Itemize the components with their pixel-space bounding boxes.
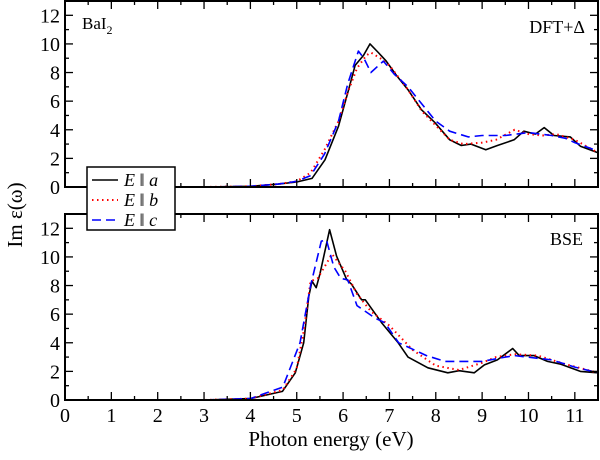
series-line-a <box>65 43 599 188</box>
legend-label-b: E ‖ b <box>123 190 158 210</box>
series-line-c <box>65 239 599 401</box>
legend: E ‖ aE ‖ bE ‖ c <box>86 166 176 231</box>
y-axis-label: Im ε(ω) <box>3 182 27 247</box>
panel-label-top: DFT+Δ <box>529 17 585 37</box>
legend-label-c: E ‖ c <box>123 210 157 230</box>
y-tick-label: 10 <box>40 34 60 56</box>
y-tick-label: 2 <box>50 361 60 383</box>
series-line-b <box>65 253 599 401</box>
x-tick-label: 1 <box>106 405 116 427</box>
legend-label-a: E ‖ a <box>123 170 158 190</box>
x-tick-label: 2 <box>153 405 163 427</box>
x-tick-label: 4 <box>245 405 255 427</box>
y-tick-label: 6 <box>50 304 60 326</box>
x-tick-label: 9 <box>477 405 487 427</box>
x-tick-label: 11 <box>565 405 584 427</box>
y-tick-label: 4 <box>50 333 60 355</box>
y-tick-label: 2 <box>50 148 60 170</box>
y-tick-label: 4 <box>50 120 60 142</box>
plot-frame <box>64 213 599 401</box>
panel-label-bottom: BSE <box>550 229 583 249</box>
panel-top: 0 2 4 6 8 10 12 <box>40 0 599 199</box>
y-tick-label: 10 <box>40 247 60 269</box>
y-tick-label: 8 <box>50 276 60 298</box>
material-label: BaI2 <box>82 14 113 37</box>
y-tick-label: 8 <box>50 63 60 85</box>
y-tick-label: 12 <box>40 5 60 27</box>
x-tick-label: 0 <box>60 405 70 427</box>
legend-box <box>86 166 176 231</box>
x-tick-label: 6 <box>338 405 348 427</box>
x-tick-label: 7 <box>384 405 394 427</box>
x-axis-label: Photon energy (eV) <box>248 427 413 451</box>
x-tick-label: 3 <box>199 405 209 427</box>
y-tick-label: 6 <box>50 91 60 113</box>
series-line-a <box>65 228 599 401</box>
plot-frame <box>64 0 599 188</box>
x-tick-label: 5 <box>292 405 302 427</box>
y-tick-label: 0 <box>50 390 60 412</box>
x-tick-label: 8 <box>431 405 441 427</box>
y-tick-label: 12 <box>40 218 60 240</box>
y-tick-label: 0 <box>50 177 60 199</box>
x-tick-label: 10 <box>518 405 538 427</box>
series-line-c <box>65 50 599 188</box>
